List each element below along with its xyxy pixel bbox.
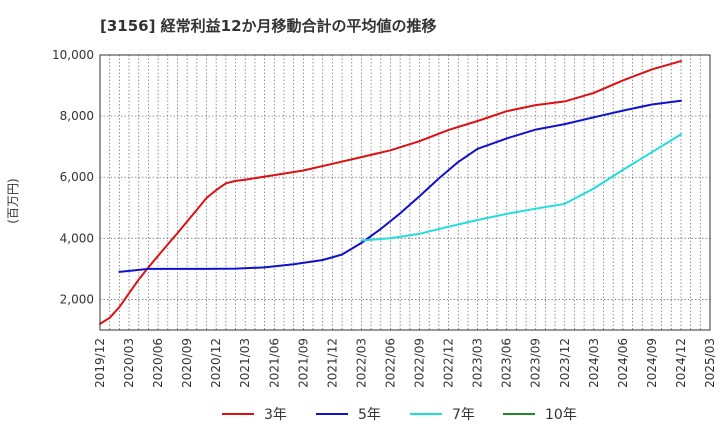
x-tick-label: 2024/09 [645, 338, 659, 388]
x-tick-label: 2024/03 [587, 338, 601, 388]
x-tick-label: 2022/03 [354, 338, 368, 388]
x-tick-label: 2023/12 [558, 338, 572, 388]
x-tick-label: 2020/12 [209, 338, 223, 388]
chart-title: [3156] 経常利益12か月移動合計の平均値の推移 [100, 17, 437, 35]
x-tick-label: 2020/03 [122, 338, 136, 388]
x-tick-label: 2023/06 [500, 338, 514, 388]
y-axis-label: (百万円) [6, 178, 20, 223]
grid [100, 54, 710, 330]
y-tick-label: 8,000 [60, 109, 94, 123]
legend-label: 7年 [452, 407, 475, 423]
x-tick-label: 2024/06 [616, 338, 630, 388]
x-tick-label: 2022/06 [383, 338, 397, 388]
legend-label: 3年 [264, 407, 287, 423]
y-tick-label: 6,000 [60, 170, 94, 184]
y-tick-label: 2,000 [60, 292, 94, 306]
y-axis: 2,000 4,000 6,000 8,000 10,000 [52, 48, 94, 306]
x-tick-label: 2022/09 [413, 338, 427, 388]
legend-label: 10年 [545, 407, 577, 423]
x-tick-label: 2019/12 [93, 338, 107, 388]
y-tick-label: 4,000 [60, 231, 94, 245]
x-tick-label: 2024/12 [674, 338, 688, 388]
y-tick-label: 10,000 [52, 48, 94, 62]
x-tick-label: 2020/06 [151, 338, 165, 388]
x-tick-label: 2025/03 [703, 338, 717, 388]
x-tick-label: 2020/09 [180, 338, 194, 388]
x-tick-label: 2023/09 [529, 338, 543, 388]
legend-label: 5年 [358, 407, 381, 423]
series-line-2 [118, 99, 682, 273]
legend: 3年 5年 7年 10年 [222, 407, 577, 423]
x-axis: 2019/12 2020/03 2020/06 2020/09 2020/12 2021/… [93, 338, 717, 388]
series-line-3 [360, 133, 682, 242]
x-tick-label: 2021/03 [238, 338, 252, 388]
plot-area-frame [99, 54, 711, 331]
x-tick-label: 2022/12 [442, 338, 456, 388]
x-tick-label: 2021/12 [325, 338, 339, 388]
x-tick-label: 2021/06 [267, 338, 281, 388]
series-group [99, 60, 682, 325]
series-line-1 [99, 60, 682, 325]
x-tick-label: 2021/09 [296, 338, 310, 388]
x-tick-label: 2023/03 [471, 338, 485, 388]
